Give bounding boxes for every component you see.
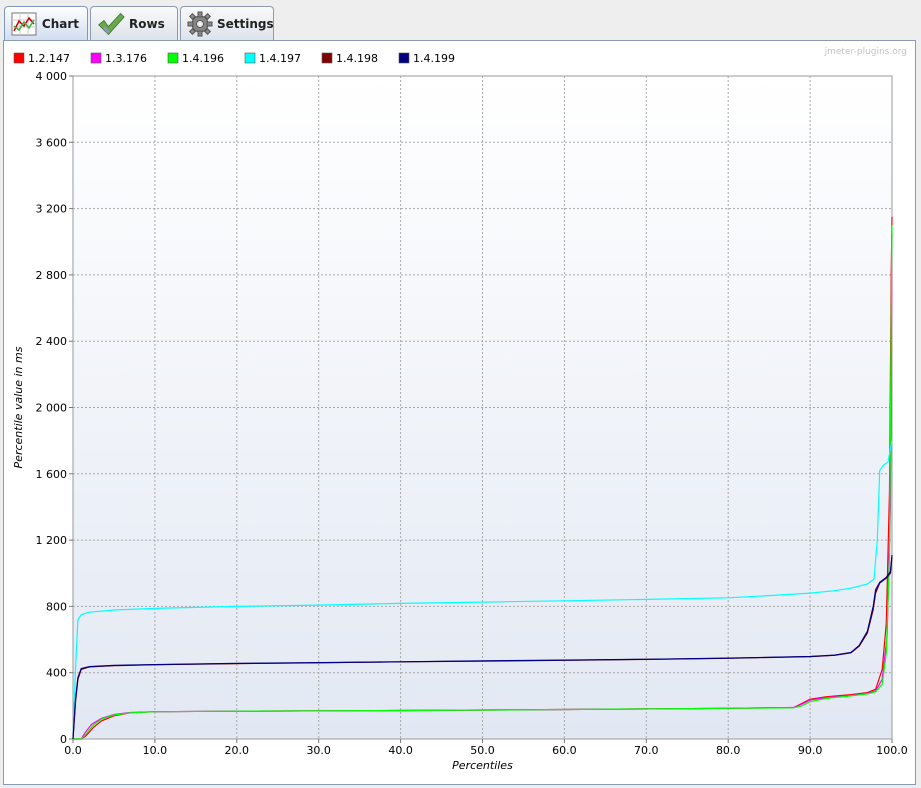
series-line-1-4-197	[72, 440, 893, 740]
series-line-1-4-196	[73, 225, 893, 740]
legend-swatch	[321, 52, 333, 64]
x-axis-label: Percentiles	[452, 759, 513, 772]
y-axis: 0 400 800 1 200 1 600 2 000 2 400 2 800 3 200 3 6…	[36, 70, 73, 746]
x-tick-label: 80.0	[716, 744, 741, 757]
x-tick-label: 10.0	[143, 744, 168, 757]
tab-rows[interactable]: Rows	[90, 6, 178, 40]
x-tick-label: 20.0	[225, 744, 250, 757]
x-tick-label: 60.0	[552, 744, 577, 757]
legend-swatch	[398, 52, 410, 64]
x-tick-label: 30.0	[306, 744, 331, 757]
tab-settings-label: Settings	[217, 16, 274, 31]
legend-swatch	[90, 52, 102, 64]
chart-icon	[11, 11, 38, 37]
tab-rows-label: Rows	[129, 16, 165, 31]
y-tick-label: 2 000	[36, 402, 68, 415]
legend-item-label: 1.2.147	[28, 52, 70, 65]
tab-chart[interactable]: Chart	[4, 6, 88, 41]
y-tick-label: 1 200	[36, 534, 68, 547]
legend: 1.2.147 1.3.176 1.4.196 1.4.197 1.4.198 1.4.1…	[13, 52, 455, 65]
watermark: jmeter-plugins.org	[824, 47, 907, 57]
tab-chart-label: Chart	[41, 17, 79, 31]
y-axis-label: Percentile value in ms	[12, 346, 25, 468]
legend-item-label: 1.3.176	[105, 52, 147, 65]
legend-item-label: 1.4.198	[336, 52, 378, 65]
x-tick-label: 50.0	[470, 744, 495, 757]
series-line-1-4-199	[72, 554, 893, 740]
x-tick-label: 40.0	[388, 744, 413, 757]
series-group	[72, 216, 893, 740]
y-tick-label: 0	[60, 733, 67, 746]
legend-item-label: 1.4.199	[413, 52, 455, 65]
tab-bar: Chart Rows	[0, 0, 921, 41]
y-tick-label: 1 600	[36, 468, 68, 481]
y-tick-label: 4 000	[36, 70, 68, 83]
x-axis: 0.0 10.0 20.0 30.0 40.0 50.0 60.0 70.0 80.0 90.0 1…	[64, 739, 908, 757]
y-tick-label: 3 200	[36, 203, 68, 216]
y-tick-label: 2 800	[36, 269, 68, 282]
x-tick-label: 70.0	[634, 744, 659, 757]
tab-settings[interactable]: Settings	[180, 6, 274, 40]
y-tick-label: 400	[46, 667, 67, 680]
legend-swatch	[244, 52, 256, 64]
grid	[73, 76, 892, 739]
gear-icon	[187, 11, 213, 37]
x-tick-label: 90.0	[798, 744, 823, 757]
legend-item-label: 1.4.197	[259, 52, 301, 65]
chart-panel: 1.2.147 1.3.176 1.4.196 1.4.197 1.4.198 1.4.1…	[3, 40, 916, 785]
x-tick-label: 100.0	[876, 744, 908, 757]
checkmark-icon	[97, 11, 125, 37]
legend-swatch	[13, 52, 25, 64]
percentiles-chart: 1.2.147 1.3.176 1.4.196 1.4.197 1.4.198 1.4.1…	[12, 47, 908, 772]
legend-swatch	[167, 52, 179, 64]
legend-item-label: 1.4.196	[182, 52, 224, 65]
y-tick-label: 2 400	[36, 335, 68, 348]
x-tick-label: 0.0	[64, 744, 82, 757]
y-tick-label: 800	[46, 600, 67, 613]
y-tick-label: 3 600	[36, 136, 68, 149]
